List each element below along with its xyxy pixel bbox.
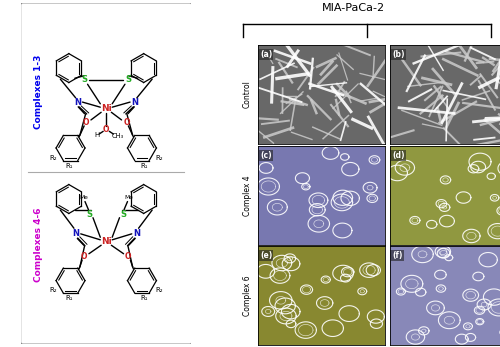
Text: R₂: R₂ [155,155,163,161]
Text: O: O [82,118,89,127]
Text: (d): (d) [392,151,405,160]
Text: Me: Me [80,195,88,200]
Text: N: N [132,98,138,107]
Text: Complex 6: Complex 6 [243,276,252,316]
Text: R₁: R₁ [65,295,72,301]
Text: Control: Control [243,81,252,109]
Text: R₁: R₁ [140,163,147,169]
Text: N: N [72,229,79,237]
FancyBboxPatch shape [20,3,192,344]
Text: MIA-PaCa-2: MIA-PaCa-2 [322,3,386,13]
Text: R₂: R₂ [50,287,58,293]
Text: H: H [94,132,100,138]
Text: Complexes 1-3: Complexes 1-3 [34,55,42,129]
Text: S: S [81,76,87,84]
Text: (a): (a) [260,50,272,59]
Text: N: N [74,98,81,107]
Text: (f): (f) [392,251,403,260]
Text: R₁: R₁ [65,163,72,169]
Text: Complexes 4-6: Complexes 4-6 [34,208,42,282]
Text: O: O [81,252,87,261]
Text: (c): (c) [260,151,272,160]
Text: S: S [126,76,132,84]
Text: Complex 4: Complex 4 [243,175,252,215]
Text: Ni: Ni [101,104,112,113]
Text: R₂: R₂ [155,287,163,293]
Text: O: O [124,118,130,127]
Text: O: O [125,252,132,261]
Text: (b): (b) [392,50,405,59]
Text: Ni: Ni [101,237,112,246]
Text: S: S [120,210,126,219]
Text: N: N [134,229,140,237]
Text: R₁: R₁ [140,295,147,301]
Text: CH₃: CH₃ [112,133,124,139]
Text: (e): (e) [260,251,272,260]
Text: Me: Me [124,195,133,200]
Text: O: O [103,125,110,134]
Text: R₂: R₂ [50,155,58,161]
Text: S: S [86,210,92,219]
